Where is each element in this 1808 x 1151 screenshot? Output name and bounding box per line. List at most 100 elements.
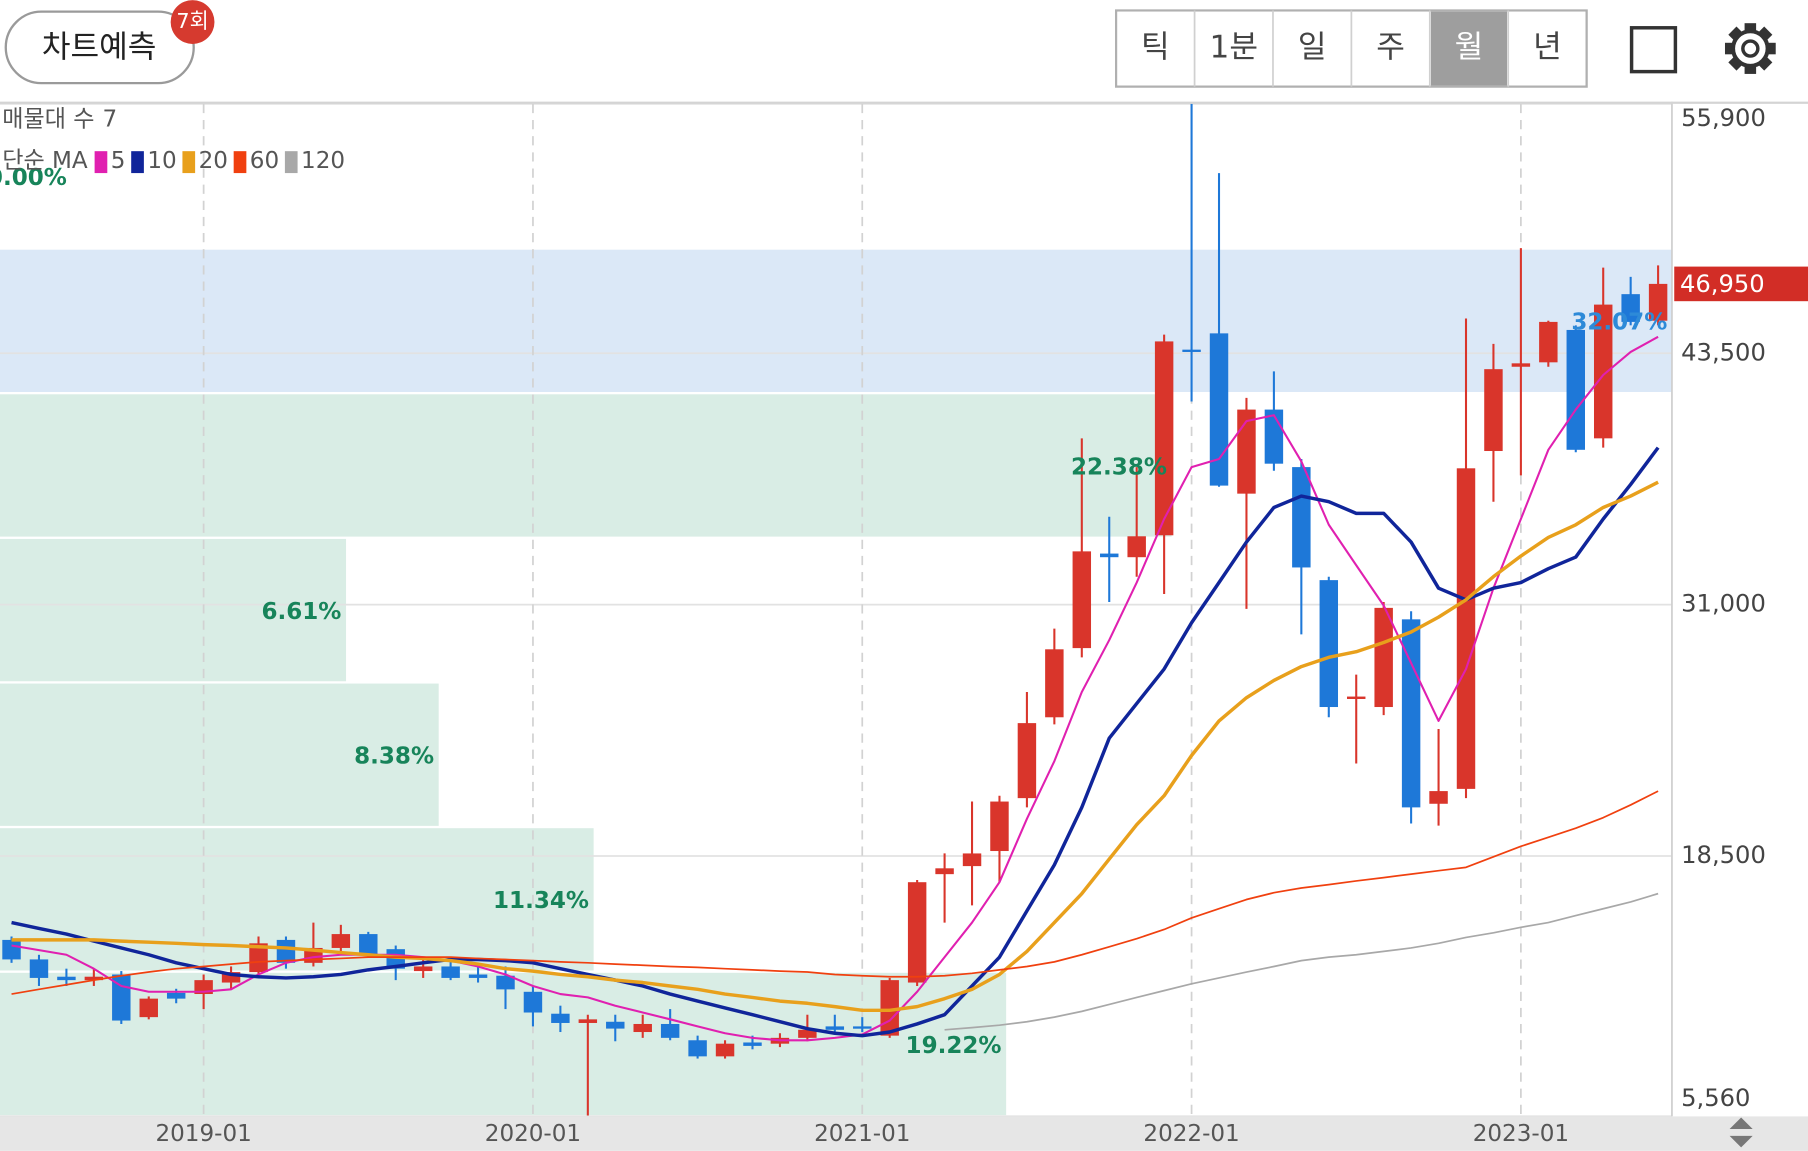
gear-tooth xyxy=(1744,63,1757,74)
candle-body xyxy=(1347,696,1366,699)
period-cell xyxy=(1430,11,1508,86)
candle-body xyxy=(1429,791,1448,804)
candle-body xyxy=(29,959,49,978)
candle-body xyxy=(551,1013,570,1023)
candle-body xyxy=(1566,329,1585,450)
period-label: 일 xyxy=(1298,30,1327,66)
y-tick-label: 5,560 xyxy=(1681,1084,1750,1112)
candle-body xyxy=(1182,349,1201,352)
y-tick-label: 43,500 xyxy=(1681,338,1766,366)
period-label: 틱 xyxy=(1141,30,1170,66)
gear-tooth xyxy=(1756,55,1773,71)
candle-body xyxy=(1374,607,1393,708)
candle-body xyxy=(57,976,76,981)
ma-line xyxy=(11,335,1659,1042)
candle-body xyxy=(660,1023,680,1038)
predict-badge xyxy=(170,0,215,44)
candle-body xyxy=(1072,551,1092,649)
predict-button-label: 차트예측 xyxy=(42,30,157,66)
gear-tooth xyxy=(1728,55,1744,71)
period-cell xyxy=(1509,11,1586,86)
candle-body xyxy=(441,966,460,978)
volume-band xyxy=(0,828,594,971)
period-cell xyxy=(1274,11,1351,86)
candle-body xyxy=(743,1042,762,1046)
candle-body xyxy=(1401,619,1421,808)
volume-band xyxy=(0,394,1172,537)
candle-body xyxy=(1648,283,1668,321)
gear-tooth xyxy=(1728,26,1744,43)
x-tick-label: 2019-01 xyxy=(155,1121,251,1147)
candle-body xyxy=(1100,553,1119,558)
candle-body xyxy=(221,972,241,983)
volume-band-label: 8.38% xyxy=(354,744,434,770)
volume-band-label: 0.00% xyxy=(0,165,67,191)
volume-band xyxy=(0,249,1672,392)
legend-swatch xyxy=(131,151,144,174)
period-button[interactable]: 1분 xyxy=(1193,10,1272,87)
volume-band-label: 32.07% xyxy=(1571,310,1667,336)
period-cell xyxy=(1117,11,1194,86)
period-button[interactable]: 주 xyxy=(1350,10,1429,87)
legend-label: 5 xyxy=(111,148,126,174)
candle-body xyxy=(1456,468,1476,789)
candle-body xyxy=(139,998,158,1018)
predict-button-frame xyxy=(4,10,195,85)
x-tick-label: 2022-01 xyxy=(1143,1121,1239,1147)
legend-label: 60 xyxy=(250,148,279,174)
candle-body xyxy=(359,934,378,955)
candle-body xyxy=(413,966,433,972)
ma-line xyxy=(11,446,1660,1038)
candle-body xyxy=(1292,467,1311,568)
candle-body xyxy=(1264,409,1284,464)
period-cell xyxy=(1352,11,1429,86)
candle-body xyxy=(606,1021,625,1029)
period-button[interactable]: 월 xyxy=(1428,10,1508,87)
legend-swatch xyxy=(233,151,247,174)
resize-icon[interactable] xyxy=(1729,1117,1753,1148)
gear-tooth xyxy=(1756,26,1773,43)
period-label: 1분 xyxy=(1210,30,1258,66)
layout-toggle[interactable] xyxy=(1629,26,1678,74)
candle-body xyxy=(276,939,296,963)
gear-tooth xyxy=(1744,23,1757,34)
ma-line xyxy=(11,790,1659,995)
candle-body xyxy=(798,1029,817,1038)
candle-body xyxy=(468,974,488,978)
legend-label: 10 xyxy=(147,148,176,174)
candle-body xyxy=(1593,304,1613,439)
legend-label: 120 xyxy=(301,148,345,174)
volume-profile-count: 7 xyxy=(103,107,118,133)
predict-badge-label: 7회 xyxy=(176,9,208,33)
candle-body xyxy=(962,853,982,867)
ma-legend-title: 단순 MA xyxy=(2,148,88,174)
candle-body xyxy=(1045,649,1064,718)
candle-body xyxy=(1237,409,1256,494)
candle-body xyxy=(825,1026,845,1030)
settings-icon[interactable] xyxy=(1724,23,1776,74)
x-tick-label: 2021-01 xyxy=(814,1121,910,1147)
volume-band xyxy=(0,683,439,826)
volume-band xyxy=(0,538,347,682)
period-label: 주 xyxy=(1376,30,1405,66)
volume-band-label: 22.38% xyxy=(1071,454,1167,480)
candle-body xyxy=(578,1019,598,1023)
period-label: 년 xyxy=(1533,30,1562,66)
candle-body xyxy=(1154,341,1174,536)
candle-body xyxy=(688,1040,707,1057)
candle-body xyxy=(1319,580,1339,708)
legend-swatch xyxy=(94,151,108,174)
x-axis-strip xyxy=(0,1116,1808,1151)
predict-button[interactable]: 차트예측 xyxy=(4,10,195,85)
volume-band-label: 19.22% xyxy=(906,1033,1002,1059)
candle-body xyxy=(935,868,954,875)
period-label: 월 xyxy=(1455,30,1484,66)
period-button[interactable]: 일 xyxy=(1272,10,1351,87)
candle-body xyxy=(331,934,351,948)
period-button[interactable]: 년 xyxy=(1507,10,1586,87)
candle-body xyxy=(1017,723,1037,799)
period-button[interactable]: 틱 xyxy=(1117,11,1194,86)
header: 차트예측 7회 틱 1분 일 주 월 년 xyxy=(0,0,1808,104)
